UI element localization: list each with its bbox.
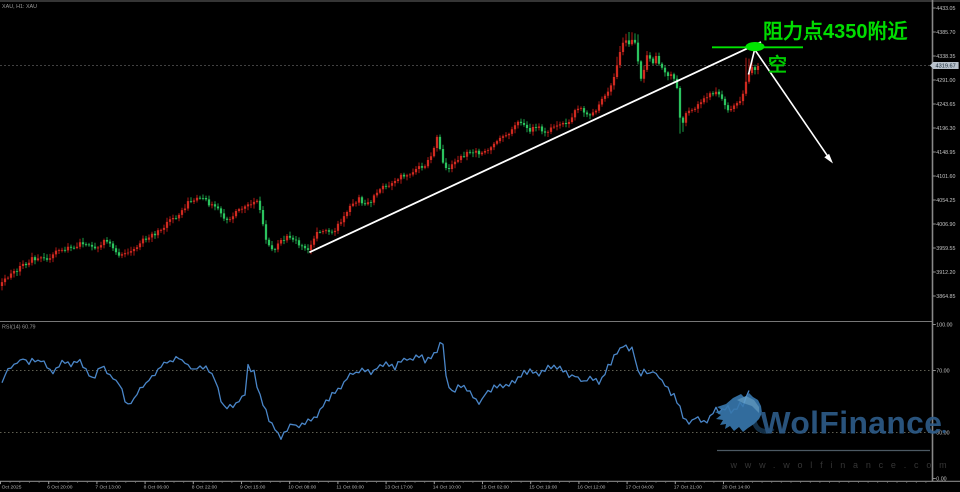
svg-text:30.00: 30.00 <box>936 430 949 436</box>
svg-text:4006.90: 4006.90 <box>936 222 955 228</box>
svg-text:3864.85: 3864.85 <box>936 294 955 300</box>
svg-text:4243.65: 4243.65 <box>936 102 955 108</box>
svg-text:4385.70: 4385.70 <box>936 30 955 36</box>
svg-text:4319.67: 4319.67 <box>936 64 956 70</box>
svg-text:空: 空 <box>768 53 787 76</box>
svg-text:RSI(14) 60.79: RSI(14) 60.79 <box>2 325 36 331</box>
svg-text:4291.00: 4291.00 <box>936 78 955 84</box>
svg-text:15 Oct 19:00: 15 Oct 19:00 <box>529 484 557 490</box>
svg-text:100.00: 100.00 <box>936 322 952 328</box>
svg-text:70.00: 70.00 <box>936 368 949 374</box>
svg-text:4338.35: 4338.35 <box>936 54 955 60</box>
svg-text:17 Oct 04:00: 17 Oct 04:00 <box>626 484 654 490</box>
svg-text:11 Oct 00:00: 11 Oct 00:00 <box>336 484 364 490</box>
svg-text:16 Oct 12:00: 16 Oct 12:00 <box>577 484 605 490</box>
svg-text:3959.55: 3959.55 <box>936 246 955 252</box>
svg-text:6 Oct 20:00: 6 Oct 20:00 <box>47 484 73 490</box>
svg-text:3912.20: 3912.20 <box>936 270 955 276</box>
svg-text:9 Oct 15:00: 9 Oct 15:00 <box>240 484 266 490</box>
svg-text:8 Oct 06:00: 8 Oct 06:00 <box>144 484 170 490</box>
svg-text:XAU, H1: XAU: XAU, H1: XAU <box>2 4 37 10</box>
svg-text:10 Oct 08:00: 10 Oct 08:00 <box>288 484 316 490</box>
svg-text:15 Oct 02:00: 15 Oct 02:00 <box>481 484 509 490</box>
svg-text:3 Oct 2025: 3 Oct 2025 <box>0 484 22 490</box>
svg-text:阻力点4350附近: 阻力点4350附近 <box>763 19 908 43</box>
svg-text:www.wolfinance.com: www.wolfinance.com <box>730 460 955 470</box>
svg-text:20 Oct 14:00: 20 Oct 14:00 <box>722 484 750 490</box>
svg-text:4101.60: 4101.60 <box>936 174 955 180</box>
svg-text:WolFinance: WolFinance <box>761 405 943 441</box>
svg-text:7 Oct 13:00: 7 Oct 13:00 <box>95 484 121 490</box>
svg-text:17 Oct 21:00: 17 Oct 21:00 <box>674 484 702 490</box>
svg-text:4054.25: 4054.25 <box>936 198 955 204</box>
svg-text:4196.30: 4196.30 <box>936 126 955 132</box>
svg-text:14 Oct 10:00: 14 Oct 10:00 <box>433 484 461 490</box>
svg-text:0.00: 0.00 <box>936 476 946 482</box>
svg-text:4148.95: 4148.95 <box>936 150 955 156</box>
svg-text:4433.05: 4433.05 <box>936 6 955 12</box>
svg-text:8 Oct 22:00: 8 Oct 22:00 <box>192 484 218 490</box>
svg-text:13 Oct 17:00: 13 Oct 17:00 <box>385 484 413 490</box>
